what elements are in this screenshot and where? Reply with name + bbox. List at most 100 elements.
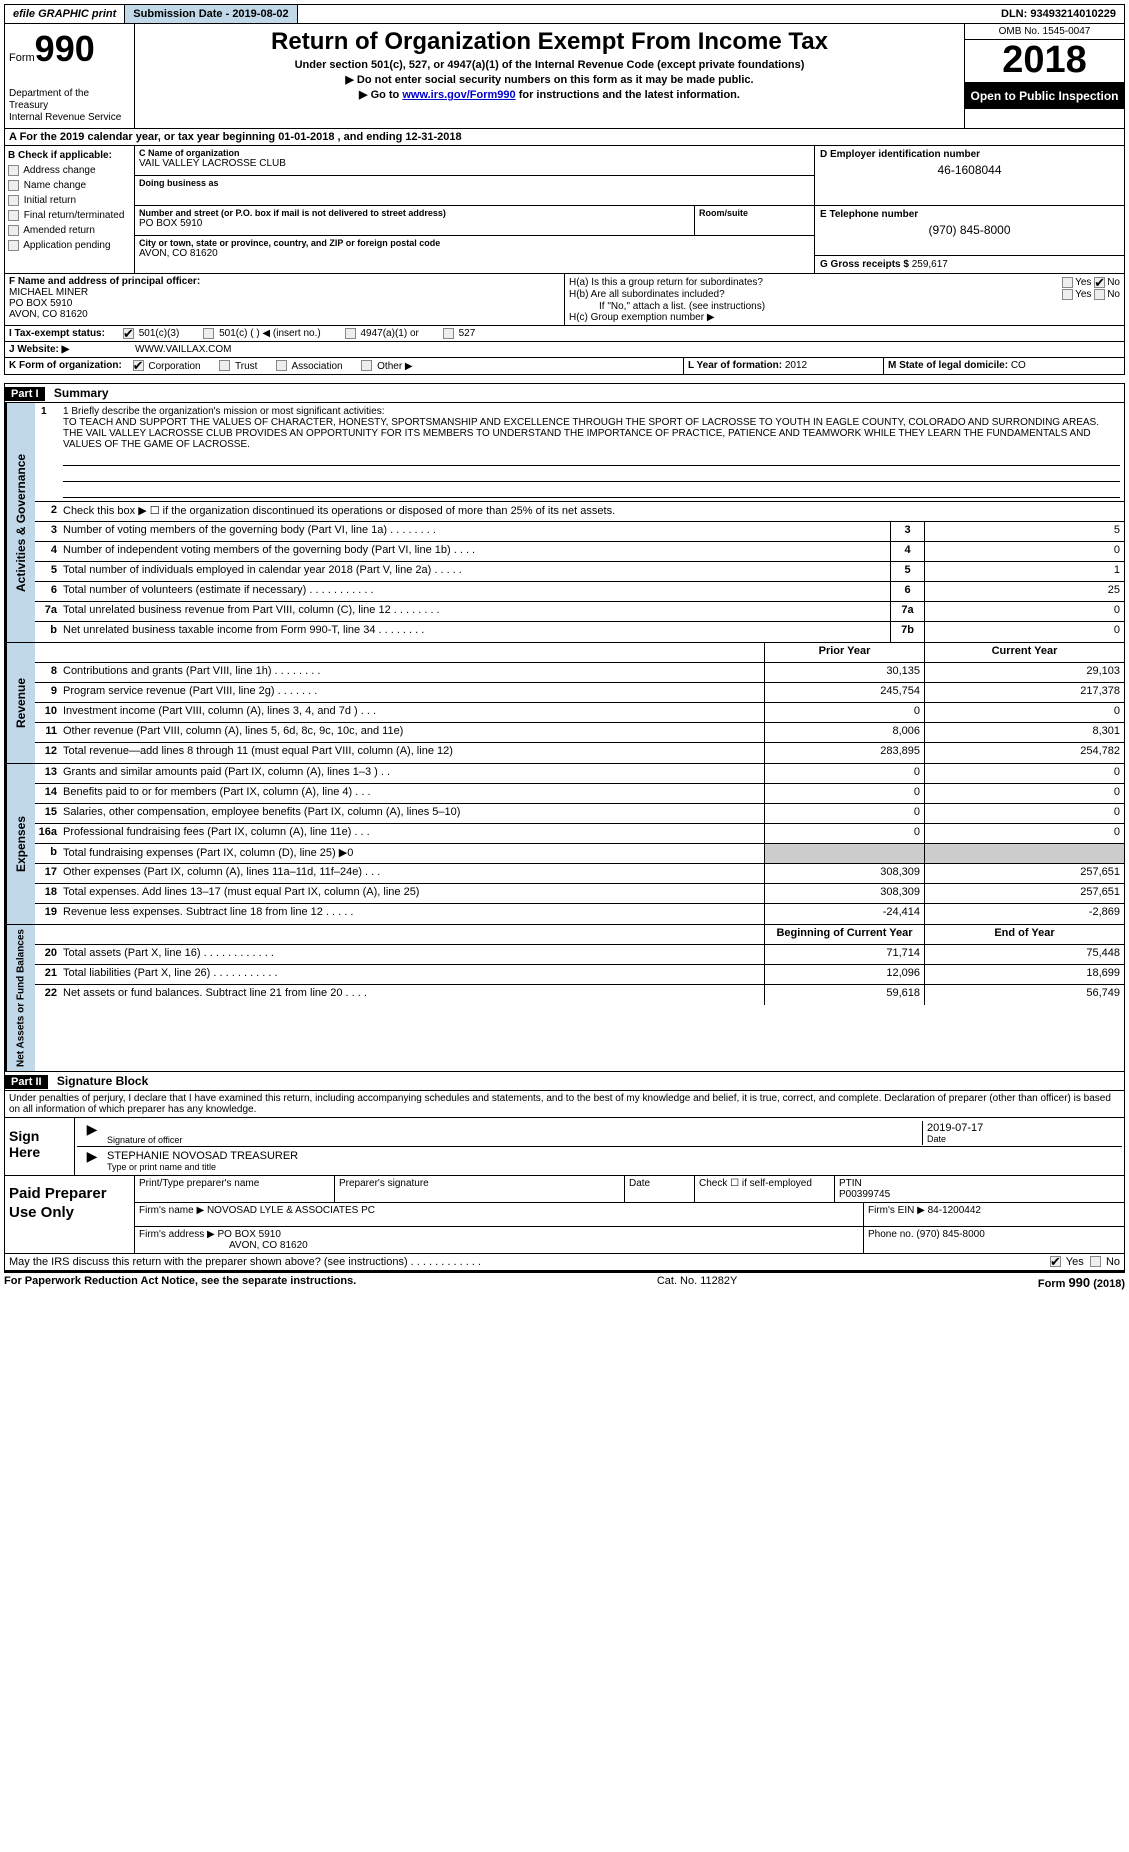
line-22: 22Net assets or fund balances. Subtract … [35, 985, 1124, 1005]
column-c-org-info: C Name of organization VAIL VALLEY LACRO… [135, 146, 814, 273]
check-amended-return[interactable]: Amended return [8, 224, 131, 238]
instructions-link[interactable]: www.irs.gov/Form990 [402, 89, 515, 101]
end-val: 18,699 [924, 965, 1124, 984]
line-6: 6 Total number of volunteers (estimate i… [35, 582, 1124, 602]
row-k-l-m: K Form of organization: Corporation Trus… [4, 358, 1125, 374]
revenue-body: Prior Year Current Year 8Contributions a… [35, 643, 1124, 763]
line-val: 1 [924, 562, 1124, 581]
begin-val: 12,096 [764, 965, 924, 984]
line-num: 12 [35, 743, 59, 763]
begin-year-hdr: Beginning of Current Year [764, 925, 924, 944]
efile-print-button[interactable]: efile GRAPHIC print [5, 5, 125, 23]
discuss-no-check[interactable] [1090, 1256, 1101, 1267]
prior-val: 283,895 [764, 743, 924, 763]
prior-val-shaded [764, 844, 924, 863]
city-label: City or town, state or province, country… [139, 238, 810, 248]
line-num: 3 [35, 522, 59, 541]
footer-mid: Cat. No. 11282Y [657, 1275, 738, 1290]
row-i-tax-exempt: I Tax-exempt status: 501(c)(3) 501(c) ( … [4, 326, 1125, 342]
open-to-public: Open to Public Inspection [965, 83, 1124, 109]
check-application-pending[interactable]: Application pending [8, 239, 131, 253]
line-7a: 7a Total unrelated business revenue from… [35, 602, 1124, 622]
line-num: 6 [35, 582, 59, 601]
footer-left: For Paperwork Reduction Act Notice, see … [4, 1275, 356, 1290]
line-num: b [35, 844, 59, 863]
group-return-section: H(a) Is this a group return for subordin… [565, 274, 1124, 325]
check-final-return[interactable]: Final return/terminated [8, 209, 131, 223]
line-num: 11 [35, 723, 59, 742]
line-4: 4 Number of independent voting members o… [35, 542, 1124, 562]
ha-label: H(a) Is this a group return for subordin… [569, 277, 763, 288]
line-num: 7a [35, 602, 59, 621]
discuss-yes-check[interactable] [1050, 1256, 1061, 1267]
check-initial-return[interactable]: Initial return [8, 194, 131, 208]
line-num: 10 [35, 703, 59, 722]
header-center: Return of Organization Exempt From Incom… [135, 24, 964, 128]
form-header: Form990 Department of theTreasuryInterna… [4, 24, 1125, 129]
check-address-change[interactable]: Address change [8, 164, 131, 178]
line-num: 16a [35, 824, 59, 843]
current-val: 0 [924, 703, 1124, 722]
ptin-label: PTIN [839, 1178, 1120, 1189]
line-3: 3 Number of voting members of the govern… [35, 522, 1124, 542]
form-word: Form [9, 52, 35, 64]
city-cell: City or town, state or province, country… [135, 236, 814, 266]
instructions-link-line: ▶ Go to www.irs.gov/Form990 for instruct… [139, 88, 960, 101]
street-cell: Number and street (or P.O. box if mail i… [135, 206, 814, 236]
officer-addr1: PO BOX 5910 [9, 298, 560, 309]
prior-val: 0 [764, 804, 924, 823]
officer-signature-field[interactable]: Signature of officer [107, 1121, 922, 1145]
discuss-question: May the IRS discuss this return with the… [9, 1256, 481, 1268]
line-num: 18 [35, 884, 59, 903]
opt-4947[interactable]: 4947(a)(1) or [345, 328, 419, 339]
blank-line [63, 468, 1120, 482]
opt-527[interactable]: 527 [443, 328, 475, 339]
part-i-title: Summary [48, 384, 115, 402]
line-desc: Number of independent voting members of … [59, 542, 890, 561]
check-name-change[interactable]: Name change [8, 179, 131, 193]
org-name-cell: C Name of organization VAIL VALLEY LACRO… [135, 146, 814, 176]
page-footer: For Paperwork Reduction Act Notice, see … [4, 1271, 1125, 1292]
opt-trust[interactable]: Trust [219, 361, 257, 372]
line-val: 0 [924, 622, 1124, 642]
opt-corporation[interactable]: Corporation [133, 361, 201, 372]
org-name: VAIL VALLEY LACROSSE CLUB [139, 158, 810, 169]
sig-name-value: STEPHANIE NOVOSAD TREASURER [107, 1150, 1122, 1162]
opt-other[interactable]: Other ▶ [361, 361, 412, 372]
firm-name: Firm's name ▶ NOVOSAD LYLE & ASSOCIATES … [135, 1203, 864, 1226]
vtab-net-assets: Net Assets or Fund Balances [5, 925, 35, 1071]
gross-value: 259,617 [912, 259, 948, 270]
firm-addr2: AVON, CO 81620 [139, 1240, 859, 1251]
department-label: Department of theTreasuryInternal Revenu… [9, 88, 130, 124]
hb-yesno: Yes No [1062, 289, 1120, 300]
prep-name-lbl: Print/Type preparer's name [135, 1176, 335, 1202]
header-left: Form990 Department of theTreasuryInterna… [5, 24, 135, 128]
line-desc: Revenue less expenses. Subtract line 18 … [59, 904, 764, 924]
end-val: 75,448 [924, 945, 1124, 964]
arrow-icon: ▶ [77, 1148, 107, 1172]
main-info-block: B Check if applicable: Address change Na… [4, 146, 1125, 274]
opt-association[interactable]: Association [276, 361, 342, 372]
ha-line: H(a) Is this a group return for subordin… [569, 277, 1120, 288]
dba-cell: Doing business as [135, 176, 814, 206]
blank [35, 643, 764, 662]
hb-label: H(b) Are all subordinates included? [569, 289, 725, 300]
line-num: b [35, 622, 59, 642]
line-desc: Total fundraising expenses (Part IX, col… [59, 844, 764, 863]
form-number: 990 [35, 28, 95, 69]
expenses-body: 13Grants and similar amounts paid (Part … [35, 764, 1124, 924]
dln-number: DLN: 93493214010229 [993, 5, 1124, 23]
line-desc: Investment income (Part VIII, column (A)… [59, 703, 764, 722]
prior-val: 308,309 [764, 864, 924, 883]
line-desc: Number of voting members of the governin… [59, 522, 890, 541]
end-val: 56,749 [924, 985, 1124, 1005]
line-18: 18Total expenses. Add lines 13–17 (must … [35, 884, 1124, 904]
line-desc: Benefits paid to or for members (Part IX… [59, 784, 764, 803]
opt-501c3[interactable]: 501(c)(3) [123, 328, 179, 339]
line-desc: Total unrelated business revenue from Pa… [59, 602, 890, 621]
line-num: 14 [35, 784, 59, 803]
begin-val: 59,618 [764, 985, 924, 1005]
line-num: 19 [35, 904, 59, 924]
prior-val: 0 [764, 784, 924, 803]
opt-501c[interactable]: 501(c) ( ) ◀ (insert no.) [203, 328, 320, 339]
